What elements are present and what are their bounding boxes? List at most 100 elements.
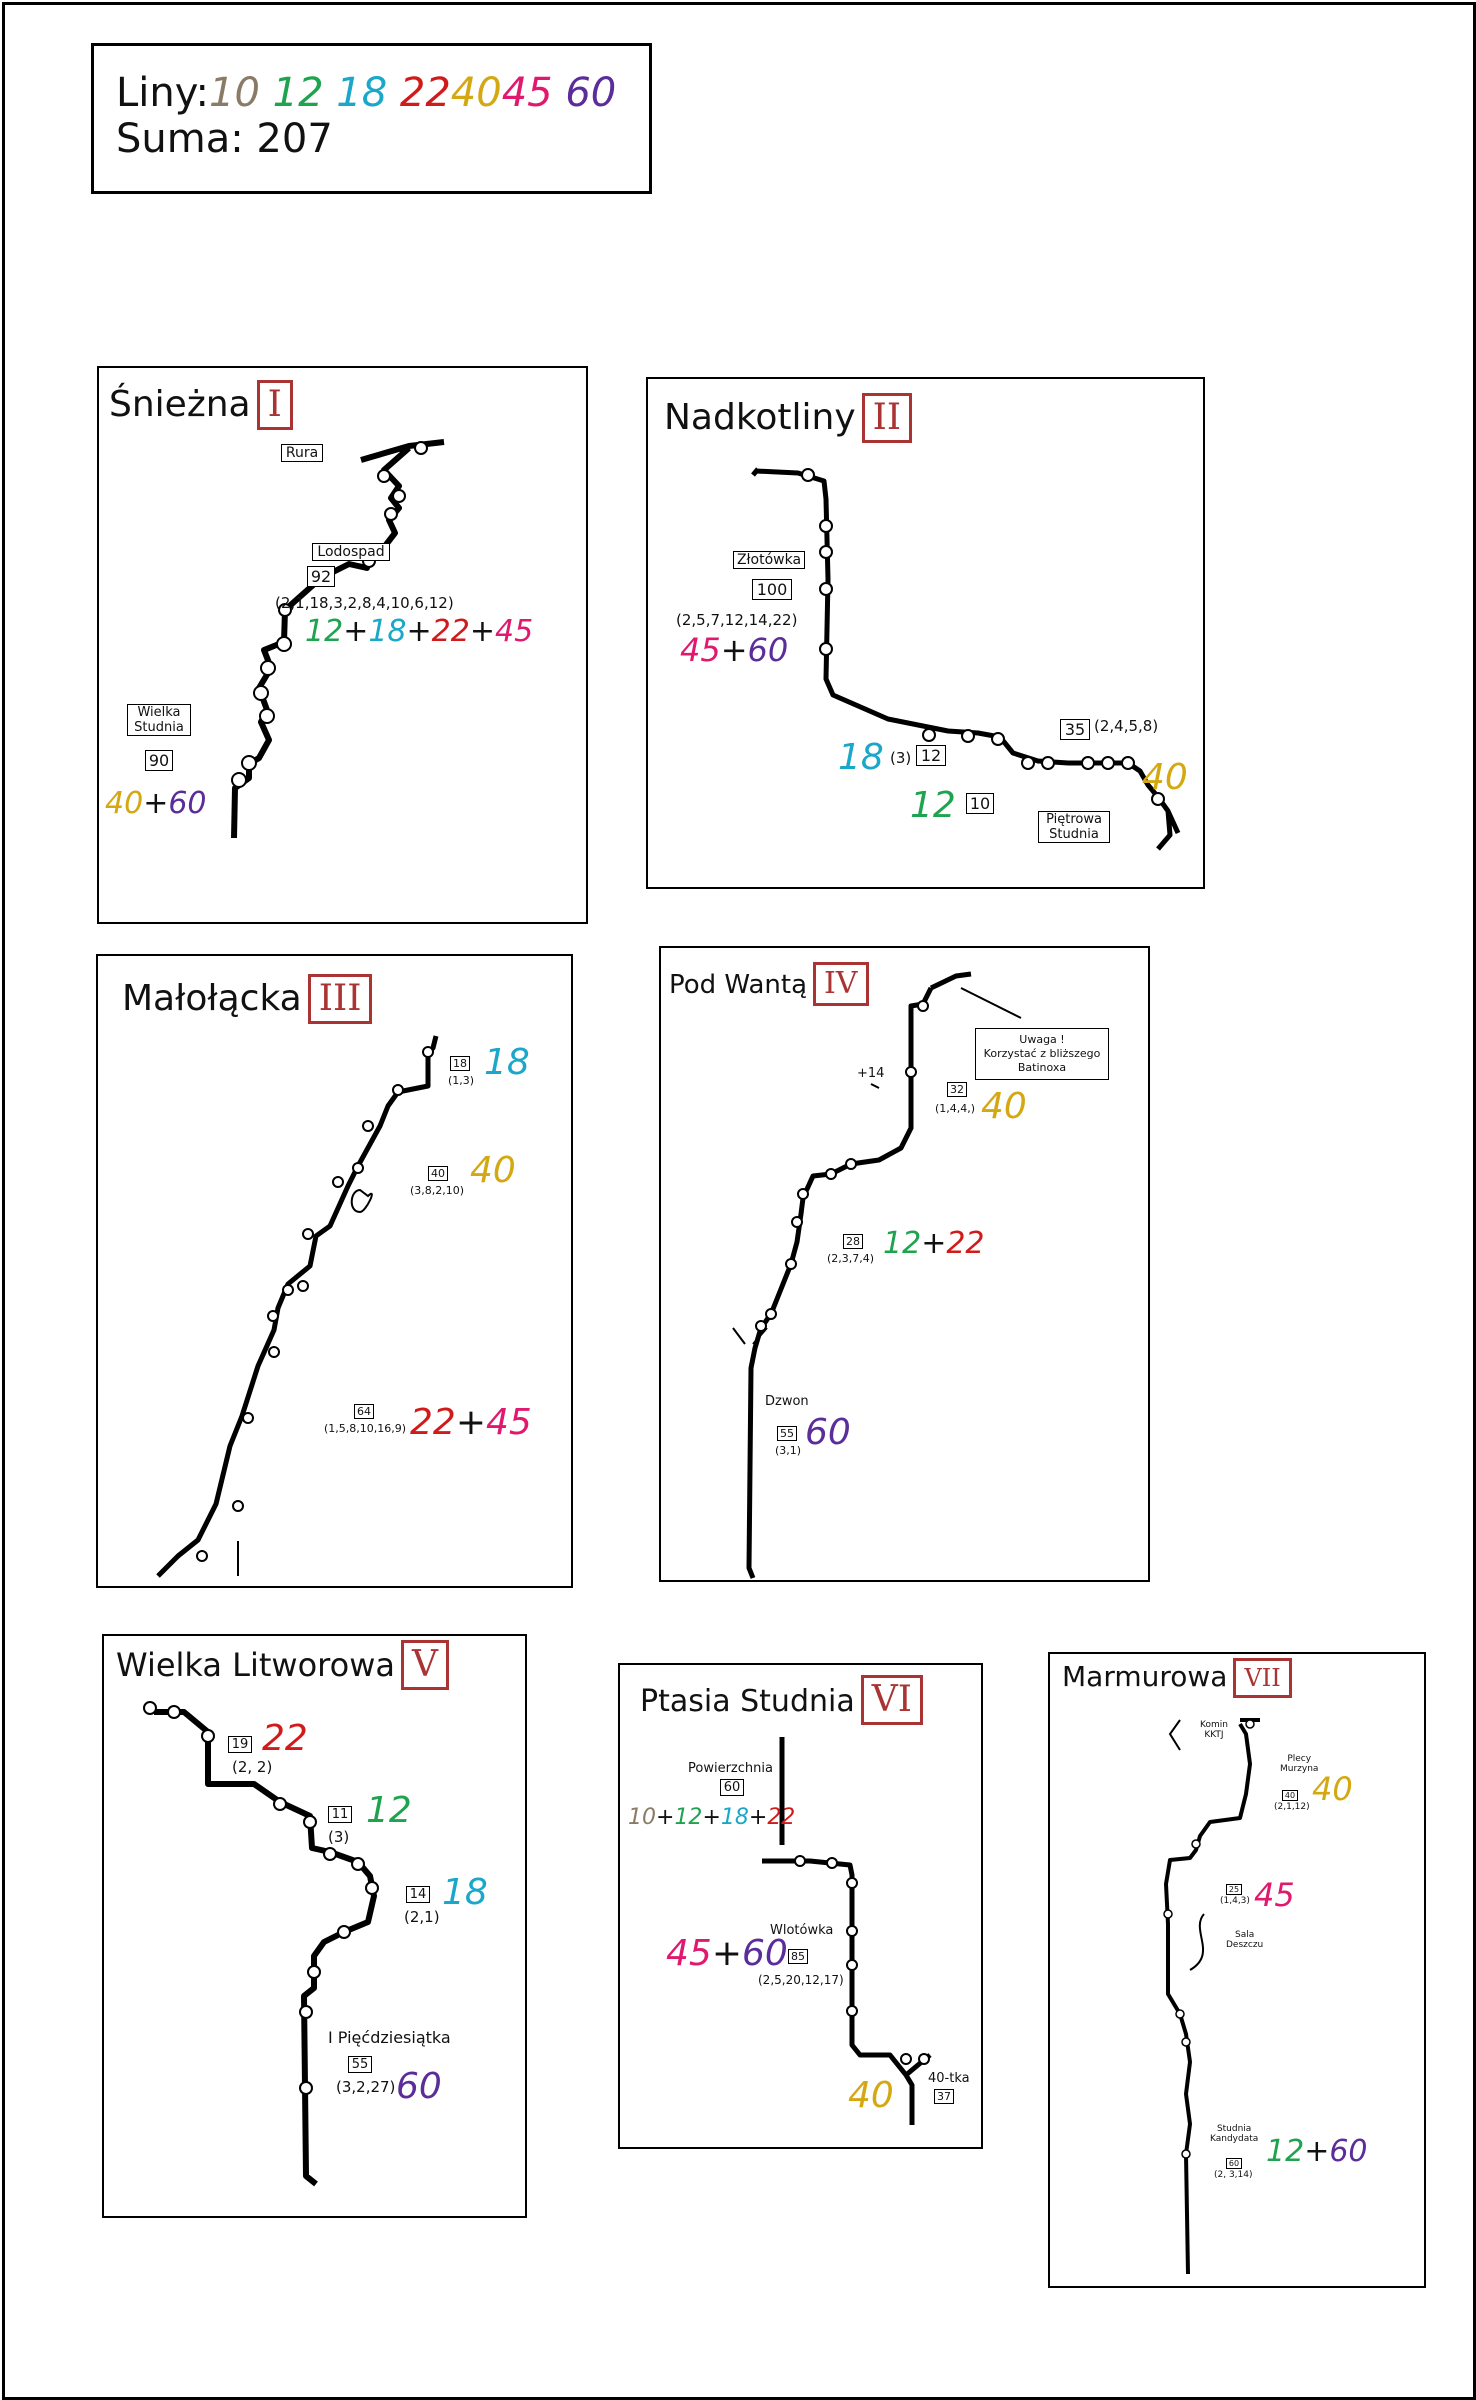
rope-12: 12 <box>366 1790 412 1831</box>
label-line: KKTJ <box>1204 1730 1224 1740</box>
rope-18: 18 <box>720 1805 749 1830</box>
box-100: 100 <box>752 579 792 600</box>
legend-10: 10 <box>209 70 260 116</box>
seq-sniezna: (2,1,18,3,2,8,4,10,6,12) <box>275 594 454 612</box>
cave-panel-ptasia-studnia: Ptasia Studnia VI Powierzchnia 60 10+12+1… <box>618 1663 983 2149</box>
legend-60: 60 <box>565 70 617 116</box>
rope-18: 18 <box>442 1872 488 1913</box>
rope-18: 18 <box>368 614 407 649</box>
cave-name: Ptasia Studnia <box>640 1684 855 1719</box>
box-35: 35 <box>1060 719 1090 740</box>
route-nadkotliny <box>751 467 1181 851</box>
rope-40: 40 <box>848 2075 894 2116</box>
note-line: Batinoxa <box>1017 1061 1067 1074</box>
label-plecy-murzyna: Plecy Murzyna <box>1280 1754 1318 1774</box>
rope-40: 40 <box>981 1086 1027 1127</box>
label-line: Piętrowa <box>1046 812 1102 827</box>
ropes-malolacka: 22+45 <box>410 1402 532 1443</box>
label-powierzchnia: Powierzchnia <box>688 1761 773 1776</box>
ropes-sniezna-upper: 12+18+22+45 <box>305 614 534 649</box>
cave-panel-malolacka: Małołącka III 18 (1,3) 18 40 (3,8,2,10) 4… <box>96 954 573 1588</box>
ropes-ptasia-mid: 45+60 <box>666 1933 788 1974</box>
box-11: 11 <box>328 1806 352 1823</box>
label-line: Komin <box>1200 1720 1228 1730</box>
legend-12: 12 <box>272 70 324 116</box>
legend-lines-label: Liny: <box>116 70 209 116</box>
label-40-tka: 40-tka <box>928 2071 970 2086</box>
label-line: Studnia <box>1216 2124 1252 2134</box>
rope-40: 40 <box>105 786 144 821</box>
label-line: Sala <box>1235 1930 1255 1940</box>
rope-22: 22 <box>946 1226 985 1261</box>
label-plus14: +14 <box>857 1066 885 1081</box>
route-malolacka <box>156 1035 439 1578</box>
ropes-ptasia-top: 10+12+18+22 <box>628 1805 796 1830</box>
rope-60: 60 <box>805 1412 851 1453</box>
label-komin-kktj: Komin KKTJ <box>1200 1720 1228 1740</box>
box-19: 19 <box>228 1736 252 1753</box>
ropes-sniezna-lower: 40+60 <box>105 786 207 821</box>
cave-roman: II <box>861 393 913 443</box>
rope-12: 12 <box>1266 2134 1305 2169</box>
rope-45: 45 <box>494 614 534 649</box>
legend-sum-label: Suma: <box>116 116 244 162</box>
seq-19: (2, 2) <box>232 1758 273 1776</box>
rope-60: 60 <box>747 631 789 669</box>
rope-12: 12 <box>910 785 956 826</box>
seq-14: (2,1) <box>404 1908 440 1926</box>
seq-40: (2,1,12) <box>1274 1802 1310 1812</box>
ropes-pod-wanta: 12+22 <box>883 1226 985 1261</box>
cave-roman: VII <box>1233 1658 1292 1698</box>
box-60: 60 <box>1226 2158 1242 2169</box>
cave-name: Nadkotliny <box>664 397 856 438</box>
box-18: 18 <box>450 1056 470 1071</box>
cave-name: Wielka Litworowa <box>116 1646 395 1684</box>
label-pietrowa-studnia: Piętrowa Studnia <box>1038 811 1110 843</box>
box-12: 12 <box>916 745 946 766</box>
label-i-piecdziesiatka: I Pięćdziesiątka <box>328 2028 451 2047</box>
seq-55: (3,1) <box>775 1444 802 1457</box>
cave-title-pod-wanta: Pod Wantą IV <box>669 962 869 1006</box>
label-line: Murzyna <box>1280 1764 1319 1774</box>
cave-title-ptasia-studnia: Ptasia Studnia VI <box>640 1675 923 1725</box>
seq-nadkotliny: (2,5,7,12,14,22) <box>676 611 798 629</box>
seq-28: (2,3,7,4) <box>827 1252 875 1265</box>
cave-roman: V <box>400 1640 449 1690</box>
note-box: Uwaga ! Korzystać z bliższego Batinoxa <box>975 1028 1109 1080</box>
rope-12: 12 <box>674 1805 703 1830</box>
box-60: 60 <box>720 1779 744 1796</box>
cave-roman: IV <box>813 962 869 1006</box>
box-40: 40 <box>1282 1790 1298 1801</box>
seq-55: (3,2,27) <box>336 2078 396 2096</box>
rope-22: 22 <box>431 614 470 649</box>
cave-panel-pod-wanta: Pod Wantą IV Uwaga ! Korzystać z bliższego… <box>659 946 1150 1582</box>
box-32: 32 <box>947 1082 967 1097</box>
rope-40: 40 <box>470 1150 516 1191</box>
seq-11: (3) <box>328 1828 350 1846</box>
legend-box: Liny:10 12 18 224045 60 Suma: 207 <box>91 43 652 194</box>
seq-60: (2, 3,14) <box>1214 2170 1253 2180</box>
box-28: 28 <box>843 1234 863 1249</box>
cave-roman: VI <box>860 1675 923 1725</box>
box-37: 37 <box>934 2089 954 2104</box>
box-55: 55 <box>777 1426 797 1441</box>
label-line: Studnia <box>134 720 184 735</box>
label-studnia-kandydata: Studnia Kandydata <box>1210 2124 1258 2144</box>
cave-title-malolacka: Małołącka III <box>122 974 373 1024</box>
cave-panel-marmurowa: Marmurowa VII Komin KKTJ Plecy Murzyna 40 (… <box>1048 1652 1426 2288</box>
route-sniezna <box>231 439 445 839</box>
legend-sum-value: 207 <box>256 116 333 162</box>
rope-22: 22 <box>410 1402 456 1443</box>
label-line: Deszczu <box>1226 1940 1264 1950</box>
legend-45: 45 <box>501 70 553 116</box>
label-zlotowka: Złotówka <box>733 551 805 569</box>
seq-64: (1,5,8,10,16,9) <box>324 1422 407 1435</box>
label-wielka-studnia: Wielka Studnia <box>127 704 191 736</box>
route-marmurowa <box>1163 1718 1260 2275</box>
seq-ptasia: (2,5,20,12,17) <box>758 1973 844 1987</box>
rope-45: 45 <box>666 1933 712 1974</box>
box-40: 40 <box>428 1166 448 1181</box>
rope-12: 12 <box>883 1226 922 1261</box>
rope-40: 40 <box>1142 757 1188 798</box>
legend-lines-row: Liny:10 12 18 224045 60 <box>116 70 649 116</box>
